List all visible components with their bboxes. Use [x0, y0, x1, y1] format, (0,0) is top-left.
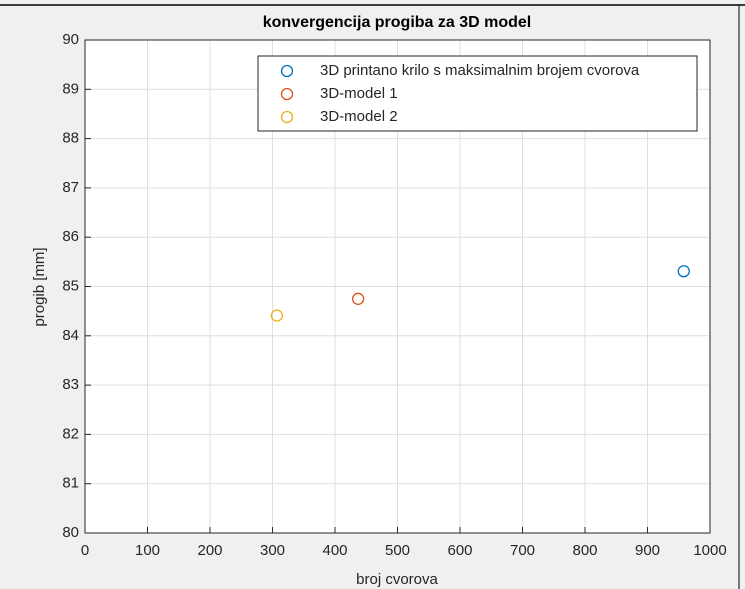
y-tick-label: 89 [62, 80, 79, 97]
point [351, 292, 365, 305]
y-tick-label: 81 [62, 475, 79, 492]
axes-box [84, 39, 711, 534]
y-tick-label: 90 [62, 31, 79, 48]
y-tick-label: 87 [62, 179, 79, 196]
y-tick-label: 86 [62, 228, 79, 245]
x-tick-label: 300 [260, 542, 285, 559]
x-tick-label: 800 [572, 542, 597, 559]
x-tick-label: 0 [81, 542, 89, 559]
point [677, 265, 690, 278]
legend-box [257, 55, 698, 132]
x-tick-label: 1000 [693, 542, 726, 559]
x-tick-label: 500 [385, 542, 410, 559]
y-tick-label: 85 [62, 277, 79, 294]
y-axis-label: progib [mm] [31, 247, 48, 326]
x-tick-label: 100 [135, 542, 160, 559]
x-tick-label: 900 [635, 542, 660, 559]
legend-marker [280, 110, 294, 124]
y-tick-label: 80 [62, 524, 79, 541]
legend-label: 3D-model 1 [320, 85, 398, 102]
y-tick-label: 84 [62, 327, 79, 344]
y-tick-label: 83 [62, 376, 79, 393]
point [270, 309, 284, 322]
y-tick-label: 82 [62, 425, 79, 442]
y-tick-label: 88 [62, 130, 79, 147]
legend-label: 3D printano krilo s maksimalnim brojem c… [320, 62, 640, 79]
x-tick-label: 600 [447, 542, 472, 559]
chart-title: konvergencija progiba za 3D model [263, 14, 532, 31]
x-tick-label: 400 [322, 542, 347, 559]
x-axis-label: broj cvorova [356, 571, 438, 588]
legend-marker [280, 87, 294, 101]
x-tick-label: 200 [197, 542, 222, 559]
legend-marker [280, 64, 294, 78]
x-tick-label: 700 [510, 542, 535, 559]
legend-label: 3D-model 2 [320, 108, 398, 125]
